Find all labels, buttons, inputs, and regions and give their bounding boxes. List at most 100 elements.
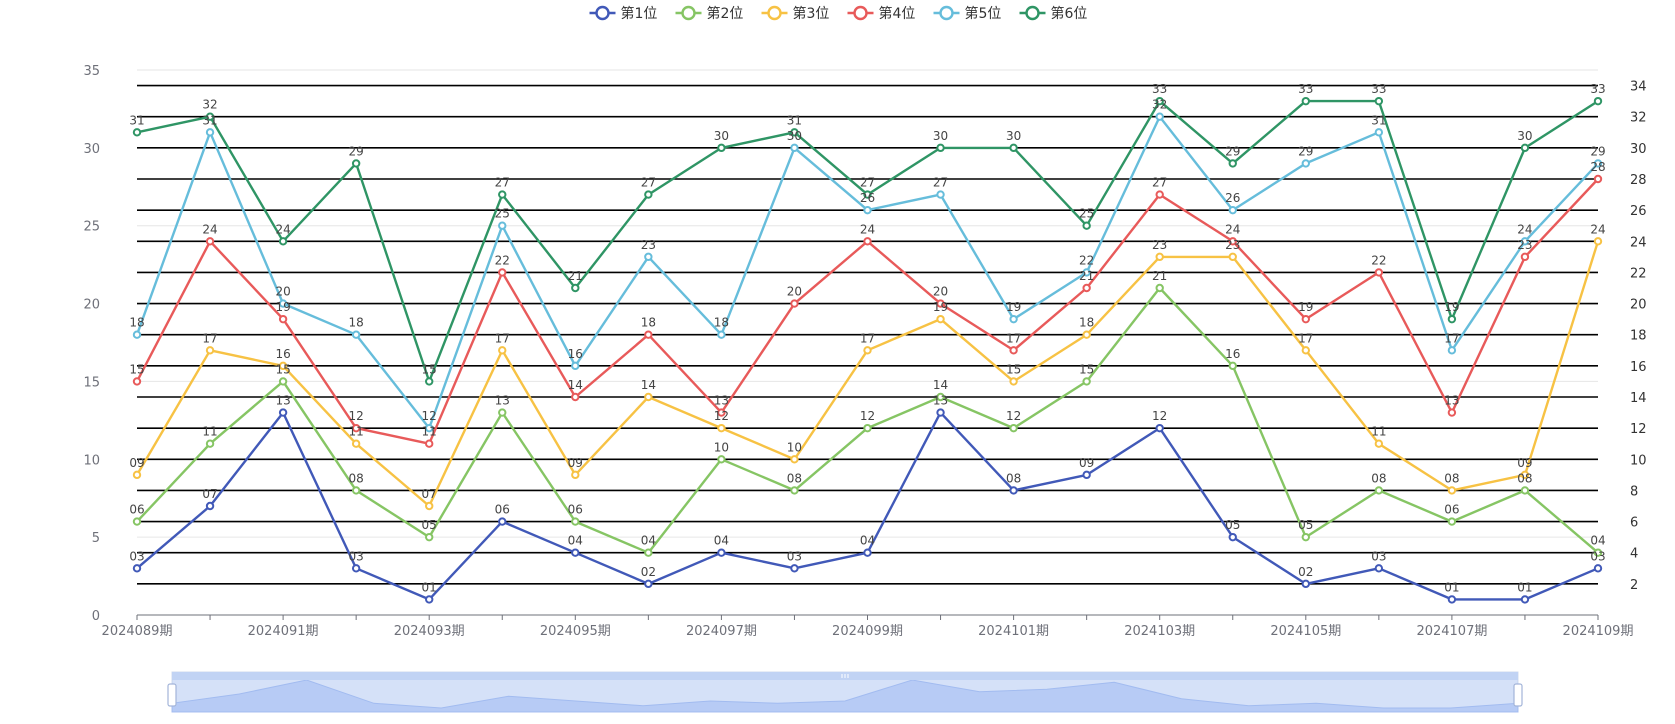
- data-point[interactable]: [132, 517, 142, 526]
- data-point[interactable]: [132, 564, 142, 573]
- data-point[interactable]: [717, 548, 726, 557]
- data-point[interactable]: [571, 283, 580, 293]
- data-point[interactable]: [205, 112, 215, 121]
- data-point[interactable]: [132, 128, 142, 137]
- data-point[interactable]: [1520, 595, 1530, 604]
- data-point[interactable]: [1593, 564, 1603, 573]
- legend-item-4[interactable]: 第4位: [847, 5, 916, 22]
- data-point[interactable]: [1374, 439, 1384, 448]
- legend-item-1[interactable]: 第1位: [589, 5, 658, 22]
- data-point[interactable]: [863, 346, 872, 355]
- data-point[interactable]: [1155, 112, 1164, 121]
- data-point[interactable]: [1301, 579, 1311, 589]
- data-point[interactable]: [498, 408, 507, 417]
- data-point[interactable]: [1009, 314, 1018, 324]
- data-point[interactable]: [1374, 564, 1384, 573]
- data-point[interactable]: [498, 346, 507, 355]
- data-point[interactable]: [1520, 252, 1530, 262]
- data-point[interactable]: [1520, 486, 1530, 495]
- data-point[interactable]: [1228, 237, 1237, 246]
- data-point[interactable]: [863, 423, 872, 433]
- data-point[interactable]: [1082, 377, 1091, 386]
- data-point[interactable]: [1593, 548, 1603, 557]
- data-point[interactable]: [717, 455, 726, 464]
- data-point[interactable]: [717, 423, 726, 433]
- data-point[interactable]: [1228, 361, 1237, 371]
- data-point[interactable]: [571, 470, 580, 480]
- data-point[interactable]: [1301, 159, 1311, 168]
- data-point[interactable]: [790, 455, 799, 464]
- data-point[interactable]: [1447, 346, 1457, 355]
- data-point[interactable]: [571, 361, 580, 371]
- data-point[interactable]: [644, 252, 653, 262]
- data-point[interactable]: [1228, 252, 1237, 262]
- data-point[interactable]: [936, 408, 945, 417]
- data-point[interactable]: [1374, 96, 1384, 106]
- data-point[interactable]: [425, 377, 434, 386]
- data-point[interactable]: [278, 361, 288, 371]
- data-point[interactable]: [1593, 237, 1603, 246]
- data-point[interactable]: [644, 548, 653, 557]
- legend-item-5[interactable]: 第5位: [933, 5, 1002, 22]
- data-point[interactable]: [1520, 470, 1530, 480]
- data-point[interactable]: [1447, 517, 1457, 526]
- data-point[interactable]: [1593, 96, 1603, 106]
- data-point[interactable]: [351, 423, 361, 433]
- data-point[interactable]: [205, 501, 215, 511]
- data-point[interactable]: [1447, 408, 1457, 417]
- legend-item-3[interactable]: 第3位: [761, 5, 830, 22]
- data-point[interactable]: [1374, 486, 1384, 495]
- data-point[interactable]: [351, 439, 361, 448]
- data-point[interactable]: [1155, 190, 1164, 199]
- data-point[interactable]: [1082, 268, 1091, 277]
- data-point[interactable]: [425, 423, 434, 433]
- data-point[interactable]: [351, 159, 361, 168]
- data-point[interactable]: [1374, 268, 1384, 277]
- data-point[interactable]: [1082, 283, 1091, 293]
- data-point[interactable]: [644, 330, 653, 339]
- data-point[interactable]: [351, 330, 361, 339]
- data-point[interactable]: [936, 314, 945, 324]
- data-point[interactable]: [644, 190, 653, 199]
- data-point[interactable]: [1082, 330, 1091, 339]
- data-point[interactable]: [498, 190, 507, 199]
- data-point[interactable]: [278, 377, 288, 386]
- data-point[interactable]: [863, 190, 872, 199]
- data-point[interactable]: [717, 143, 726, 153]
- data-point[interactable]: [571, 548, 580, 557]
- data-point[interactable]: [1520, 143, 1530, 153]
- data-point[interactable]: [205, 439, 215, 448]
- data-point[interactable]: [1009, 423, 1018, 433]
- legend-item-2[interactable]: 第2位: [675, 5, 744, 22]
- data-point[interactable]: [863, 237, 872, 246]
- data-point[interactable]: [1447, 595, 1457, 604]
- data-point[interactable]: [644, 579, 653, 589]
- data-point[interactable]: [1155, 96, 1164, 106]
- data-point[interactable]: [498, 268, 507, 277]
- data-point[interactable]: [790, 128, 799, 137]
- data-point[interactable]: [1301, 532, 1311, 542]
- data-point[interactable]: [1301, 314, 1311, 324]
- data-point[interactable]: [644, 392, 653, 402]
- data-point[interactable]: [132, 377, 142, 386]
- datazoom-slider[interactable]: [167, 671, 1523, 713]
- data-point[interactable]: [717, 408, 726, 417]
- data-point[interactable]: [1447, 314, 1457, 324]
- data-point[interactable]: [717, 330, 726, 339]
- data-point[interactable]: [790, 486, 799, 495]
- data-point[interactable]: [790, 143, 799, 153]
- data-point[interactable]: [1228, 159, 1237, 168]
- data-point[interactable]: [863, 205, 872, 215]
- data-point[interactable]: [351, 564, 361, 573]
- data-point[interactable]: [498, 517, 507, 526]
- data-point[interactable]: [425, 532, 434, 542]
- data-point[interactable]: [1593, 174, 1603, 184]
- data-point[interactable]: [1228, 532, 1237, 542]
- datazoom-handle-start[interactable]: [167, 683, 177, 707]
- data-point[interactable]: [1155, 252, 1164, 262]
- data-point[interactable]: [425, 501, 434, 511]
- data-point[interactable]: [863, 548, 872, 557]
- datazoom-selection[interactable]: [172, 672, 1518, 712]
- data-point[interactable]: [1082, 221, 1091, 230]
- data-point[interactable]: [1009, 486, 1018, 495]
